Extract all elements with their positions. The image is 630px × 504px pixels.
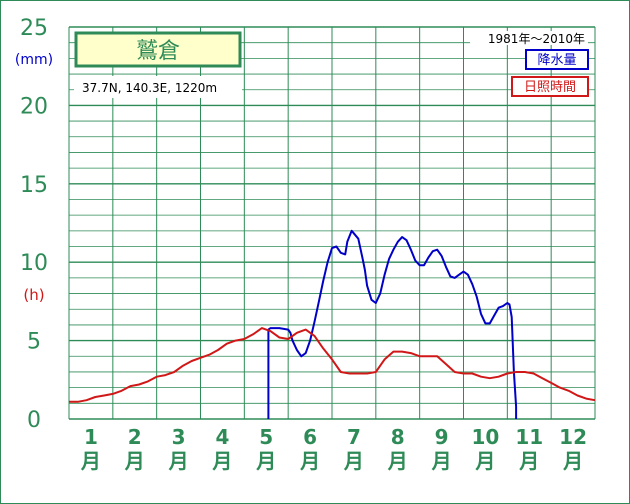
x-tick-month-unit: 月 [431,449,452,473]
x-tick-month-unit: 月 [168,449,189,473]
period-box [470,31,588,45]
x-tick-month-number: 9 [435,425,449,449]
unit-precip: (mm) [15,52,53,68]
location-text: 37.7N, 140.3E, 1220m [82,81,217,95]
x-tick-month-number: 10 [471,425,499,449]
x-tick-month-number: 1 [84,425,98,449]
y-tick-label: 25 [20,16,48,41]
x-tick-month-number: 4 [215,425,229,449]
x-tick-month-number: 6 [303,425,317,449]
precip-series-line [267,229,518,419]
x-tick-month-number: 8 [391,425,405,449]
location-box [74,76,242,98]
x-tick-month-number: 5 [259,425,273,449]
x-tick-month-unit: 月 [387,449,408,473]
grid [68,26,596,420]
unit-sun: (h) [23,286,44,304]
x-tick-month-unit: 月 [299,449,320,473]
legend-precip-label: 降水量 [537,53,576,68]
y-tick-label: 5 [27,330,41,355]
x-tick-month-unit: 月 [255,449,276,473]
x-tick-month-unit: 月 [474,449,495,473]
sunshine-series-line [69,327,596,403]
legend-sun-label: 日照時間 [524,80,576,95]
x-tick-month-number: 2 [128,425,142,449]
legend-precip [525,49,589,70]
x-tick-month-unit: 月 [124,449,145,473]
x-tick-month-number: 3 [172,425,186,449]
x-tick-month-unit: 月 [80,449,101,473]
period-text: 1981年〜2010年 [488,32,585,46]
title-box [74,31,242,68]
legend-sun [511,76,589,97]
y-tick-label: 0 [27,408,41,433]
x-tick-month-unit: 月 [518,449,539,473]
x-tick-month-number: 11 [515,425,543,449]
y-tick-label: 20 [20,94,48,119]
chart-title: 鷲倉 [136,39,180,64]
x-tick-month-number: 7 [347,425,361,449]
x-tick-month-unit: 月 [211,449,232,473]
x-tick-month-unit: 月 [562,449,583,473]
series-layer [69,229,596,419]
y-tick-label: 10 [20,251,48,276]
x-tick-month-number: 12 [559,425,587,449]
x-tick-month-unit: 月 [343,449,364,473]
y-tick-label: 15 [20,173,48,198]
